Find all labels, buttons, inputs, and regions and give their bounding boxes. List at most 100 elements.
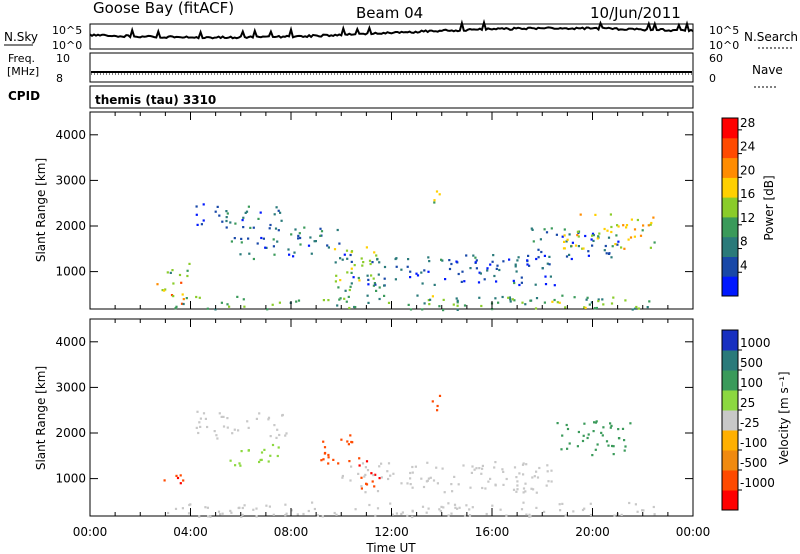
echo-cell (553, 298, 556, 302)
nsky-tick-bottom: 10^0 (52, 39, 82, 52)
echo-cell (171, 269, 174, 272)
echo-cell (182, 302, 185, 306)
echo-cell (581, 508, 585, 512)
echo-cell (609, 422, 612, 425)
echo-cell (336, 304, 339, 307)
echo-cell (468, 508, 471, 511)
echo-cell (609, 426, 612, 429)
echo-cell (376, 258, 379, 261)
echo-cell (206, 506, 209, 509)
echo-cell (653, 513, 656, 516)
echo-cell (230, 240, 233, 243)
echo-cell (620, 513, 623, 516)
echo-cell (395, 265, 398, 268)
echo-cell (252, 257, 255, 261)
echo-cell (225, 219, 228, 223)
echo-cell (226, 212, 229, 215)
colorbar-tick-label: 25 (740, 396, 755, 410)
echo-cell (297, 234, 300, 237)
echo-cell (586, 436, 589, 440)
echo-cell (581, 247, 584, 250)
echo-cell (474, 256, 477, 259)
echo-cell (285, 512, 288, 515)
echo-cell (247, 205, 250, 208)
echo-cell (349, 479, 352, 482)
echo-cell (406, 265, 409, 268)
echo-cell (277, 209, 280, 212)
echo-cell (480, 472, 483, 475)
echo-cell (247, 449, 250, 452)
echo-cell (247, 426, 250, 429)
echo-cell (597, 235, 600, 238)
echo-cell (346, 440, 349, 443)
x-tick-label: 12:00 (374, 525, 409, 539)
echo-cell (502, 470, 505, 473)
echo-cell (593, 421, 596, 424)
echo-cell (380, 462, 383, 465)
echo-cell (535, 470, 538, 473)
echo-cell (290, 509, 293, 512)
echo-cell (386, 470, 389, 473)
nave-tick-bottom: 0 (709, 72, 716, 85)
echo-cell (425, 511, 428, 514)
echo-cell (544, 283, 548, 286)
echo-cell (416, 294, 419, 297)
echo-cell (473, 468, 476, 471)
echo-cell (541, 267, 544, 270)
echo-cell (272, 513, 275, 516)
echo-cell (395, 257, 398, 260)
colorbar-swatch (722, 236, 738, 257)
echo-cell (650, 221, 653, 225)
echo-cell (584, 234, 587, 238)
echo-cell (516, 484, 519, 487)
echo-cell (480, 304, 483, 308)
echo-cell (406, 482, 409, 485)
echo-cell (581, 439, 585, 443)
echo-cell (240, 450, 243, 453)
nave-tick-top: 60 (709, 52, 723, 65)
echo-cell (641, 229, 644, 232)
echo-cell (479, 272, 482, 275)
echo-cell (163, 289, 166, 292)
echo-cell (264, 246, 267, 249)
echo-cell (509, 300, 512, 303)
echo-cell (409, 483, 412, 486)
echo-cell (641, 509, 644, 512)
echo-cell (550, 227, 553, 230)
echo-cell (199, 417, 202, 420)
echo-cell (345, 249, 349, 252)
echo-cell (433, 201, 436, 204)
velocity-panel: 1000 2000 3000 4000 Slant Range [km] 1000 50… (34, 318, 791, 519)
echo-cell (294, 228, 297, 231)
echo-cell (598, 232, 601, 235)
echo-cell (339, 257, 342, 260)
echo-cell (481, 464, 484, 467)
echo-cell (458, 506, 461, 509)
echo-cell (293, 251, 296, 254)
echo-cell (260, 451, 264, 454)
echo-cell (543, 301, 546, 304)
echo-cell (284, 514, 287, 517)
echo-cell (204, 417, 207, 420)
echo-cell (236, 295, 239, 298)
echo-cell (260, 236, 263, 240)
echo-cell (352, 276, 355, 279)
echo-cell (353, 264, 356, 267)
colorbar-swatch (722, 276, 738, 297)
echo-cell (555, 233, 558, 236)
echo-cell (607, 236, 611, 239)
echo-cell (258, 460, 261, 464)
echo-cell (614, 243, 617, 246)
echo-cell (556, 301, 559, 304)
echo-cell (450, 262, 453, 266)
echo-cell (234, 222, 237, 225)
colorbar-tick-label: 1000 (740, 336, 771, 350)
echo-cell (563, 247, 566, 250)
echo-cell (455, 297, 458, 300)
echo-cell (346, 257, 349, 260)
echo-cell (407, 303, 410, 306)
echo-cell (175, 305, 178, 308)
echo-cell (478, 271, 481, 274)
echo-cell (534, 283, 537, 286)
echo-cell (267, 418, 270, 421)
